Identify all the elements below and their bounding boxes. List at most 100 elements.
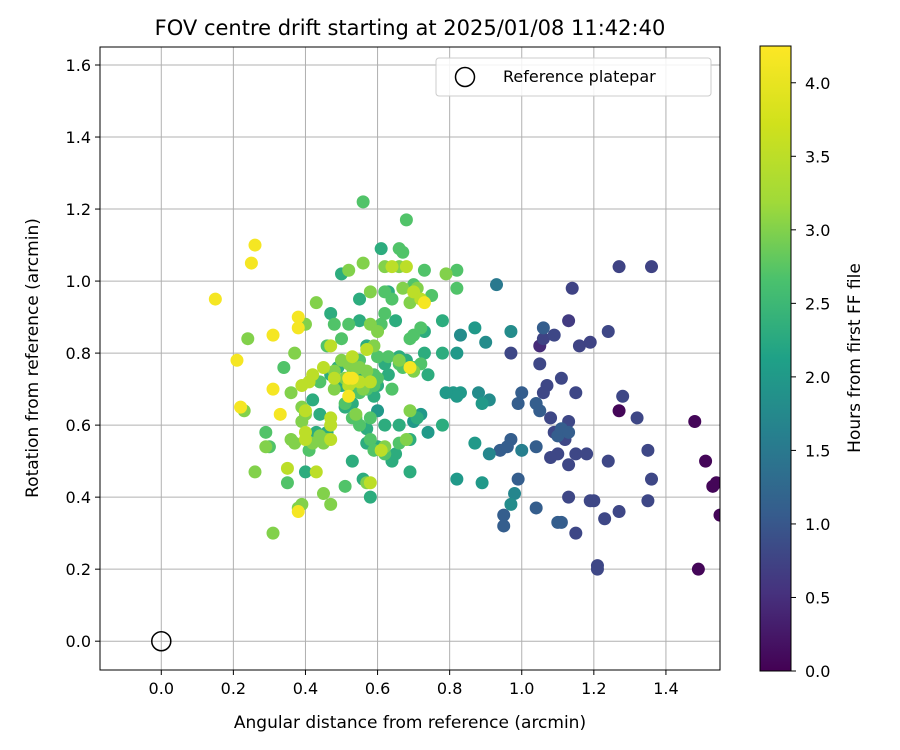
data-point xyxy=(511,397,525,411)
data-point xyxy=(280,476,294,490)
data-point xyxy=(298,465,312,479)
data-point xyxy=(291,321,305,335)
data-point xyxy=(709,476,720,490)
data-point xyxy=(363,375,377,389)
data-point xyxy=(583,494,597,508)
data-point xyxy=(536,332,550,346)
x-tick-label: 0.0 xyxy=(149,679,174,698)
data-point xyxy=(641,494,655,508)
data-point xyxy=(244,256,258,270)
data-point xyxy=(565,281,579,295)
data-point xyxy=(371,350,385,364)
data-point xyxy=(288,346,302,360)
data-point xyxy=(504,324,518,338)
data-point xyxy=(327,317,341,331)
data-point xyxy=(284,386,298,400)
data-point xyxy=(266,526,280,540)
data-point xyxy=(345,350,359,364)
data-point xyxy=(641,443,655,457)
data-point xyxy=(356,256,370,270)
data-point xyxy=(645,472,659,486)
y-tick-label: 0.6 xyxy=(66,416,91,435)
data-point xyxy=(511,472,525,486)
data-point xyxy=(385,260,399,274)
x-tick-label: 0.4 xyxy=(293,679,318,698)
data-point xyxy=(403,465,417,479)
data-point xyxy=(306,393,320,407)
data-point xyxy=(536,321,550,335)
data-point xyxy=(396,281,410,295)
colorbar-tick-label: 3.0 xyxy=(805,221,830,240)
data-point xyxy=(688,415,702,429)
data-point xyxy=(399,433,413,447)
data-point xyxy=(616,389,630,403)
colorbar-tick-label: 0.0 xyxy=(805,662,830,681)
data-point xyxy=(421,368,435,382)
data-point xyxy=(234,400,248,414)
data-point xyxy=(389,314,403,328)
data-point xyxy=(399,260,413,274)
data-point xyxy=(403,296,417,310)
data-point xyxy=(248,465,262,479)
data-point xyxy=(230,353,244,367)
data-point xyxy=(439,267,453,281)
y-tick-label: 1.4 xyxy=(66,128,91,147)
data-point xyxy=(385,382,399,396)
data-point xyxy=(374,443,388,457)
data-point xyxy=(504,346,518,360)
data-point xyxy=(515,443,529,457)
data-point xyxy=(482,447,496,461)
y-tick-label: 0.4 xyxy=(66,488,91,507)
data-point xyxy=(396,245,410,259)
data-point xyxy=(259,425,273,439)
data-point xyxy=(421,425,435,439)
data-point xyxy=(291,310,305,324)
data-point xyxy=(580,447,594,461)
colorbar-tick-label: 1.0 xyxy=(805,515,830,534)
data-point xyxy=(529,440,543,454)
colorbar-label: Hours from first FF file xyxy=(845,263,865,453)
data-point xyxy=(324,433,338,447)
data-point xyxy=(435,346,449,360)
data-point xyxy=(378,306,392,320)
data-point xyxy=(504,497,518,511)
data-point xyxy=(569,386,583,400)
data-point xyxy=(363,476,377,490)
data-point xyxy=(471,386,485,400)
colorbar-gradient xyxy=(759,45,792,672)
x-tick-label: 1.2 xyxy=(581,679,606,698)
data-point xyxy=(327,371,341,385)
data-point xyxy=(392,353,406,367)
y-tick-label: 0.0 xyxy=(66,632,91,651)
data-point xyxy=(324,497,338,511)
data-point xyxy=(533,404,547,418)
data-point xyxy=(414,321,428,335)
data-point xyxy=(601,454,615,468)
y-tick-label: 1.6 xyxy=(66,56,91,75)
data-point xyxy=(342,263,356,277)
data-point xyxy=(612,404,626,418)
data-point xyxy=(381,368,395,382)
reference-marker-group xyxy=(151,630,172,652)
data-point xyxy=(338,479,352,493)
data-point xyxy=(497,519,511,533)
data-point xyxy=(248,238,262,252)
data-point xyxy=(417,263,431,277)
data-point xyxy=(371,324,385,338)
data-point xyxy=(569,447,583,461)
data-point xyxy=(342,389,356,403)
data-point xyxy=(439,386,453,400)
data-point xyxy=(450,346,464,360)
data-point xyxy=(569,526,583,540)
data-point xyxy=(403,361,417,375)
data-point xyxy=(601,324,615,338)
x-tick-label: 0.8 xyxy=(437,679,462,698)
data-point xyxy=(551,515,565,529)
colorbar-tick-label: 4.0 xyxy=(805,74,830,93)
plot-frame xyxy=(99,46,721,671)
data-point xyxy=(490,278,504,292)
data-point xyxy=(342,317,356,331)
data-point xyxy=(378,418,392,432)
data-point xyxy=(295,379,309,393)
data-point xyxy=(381,350,395,364)
